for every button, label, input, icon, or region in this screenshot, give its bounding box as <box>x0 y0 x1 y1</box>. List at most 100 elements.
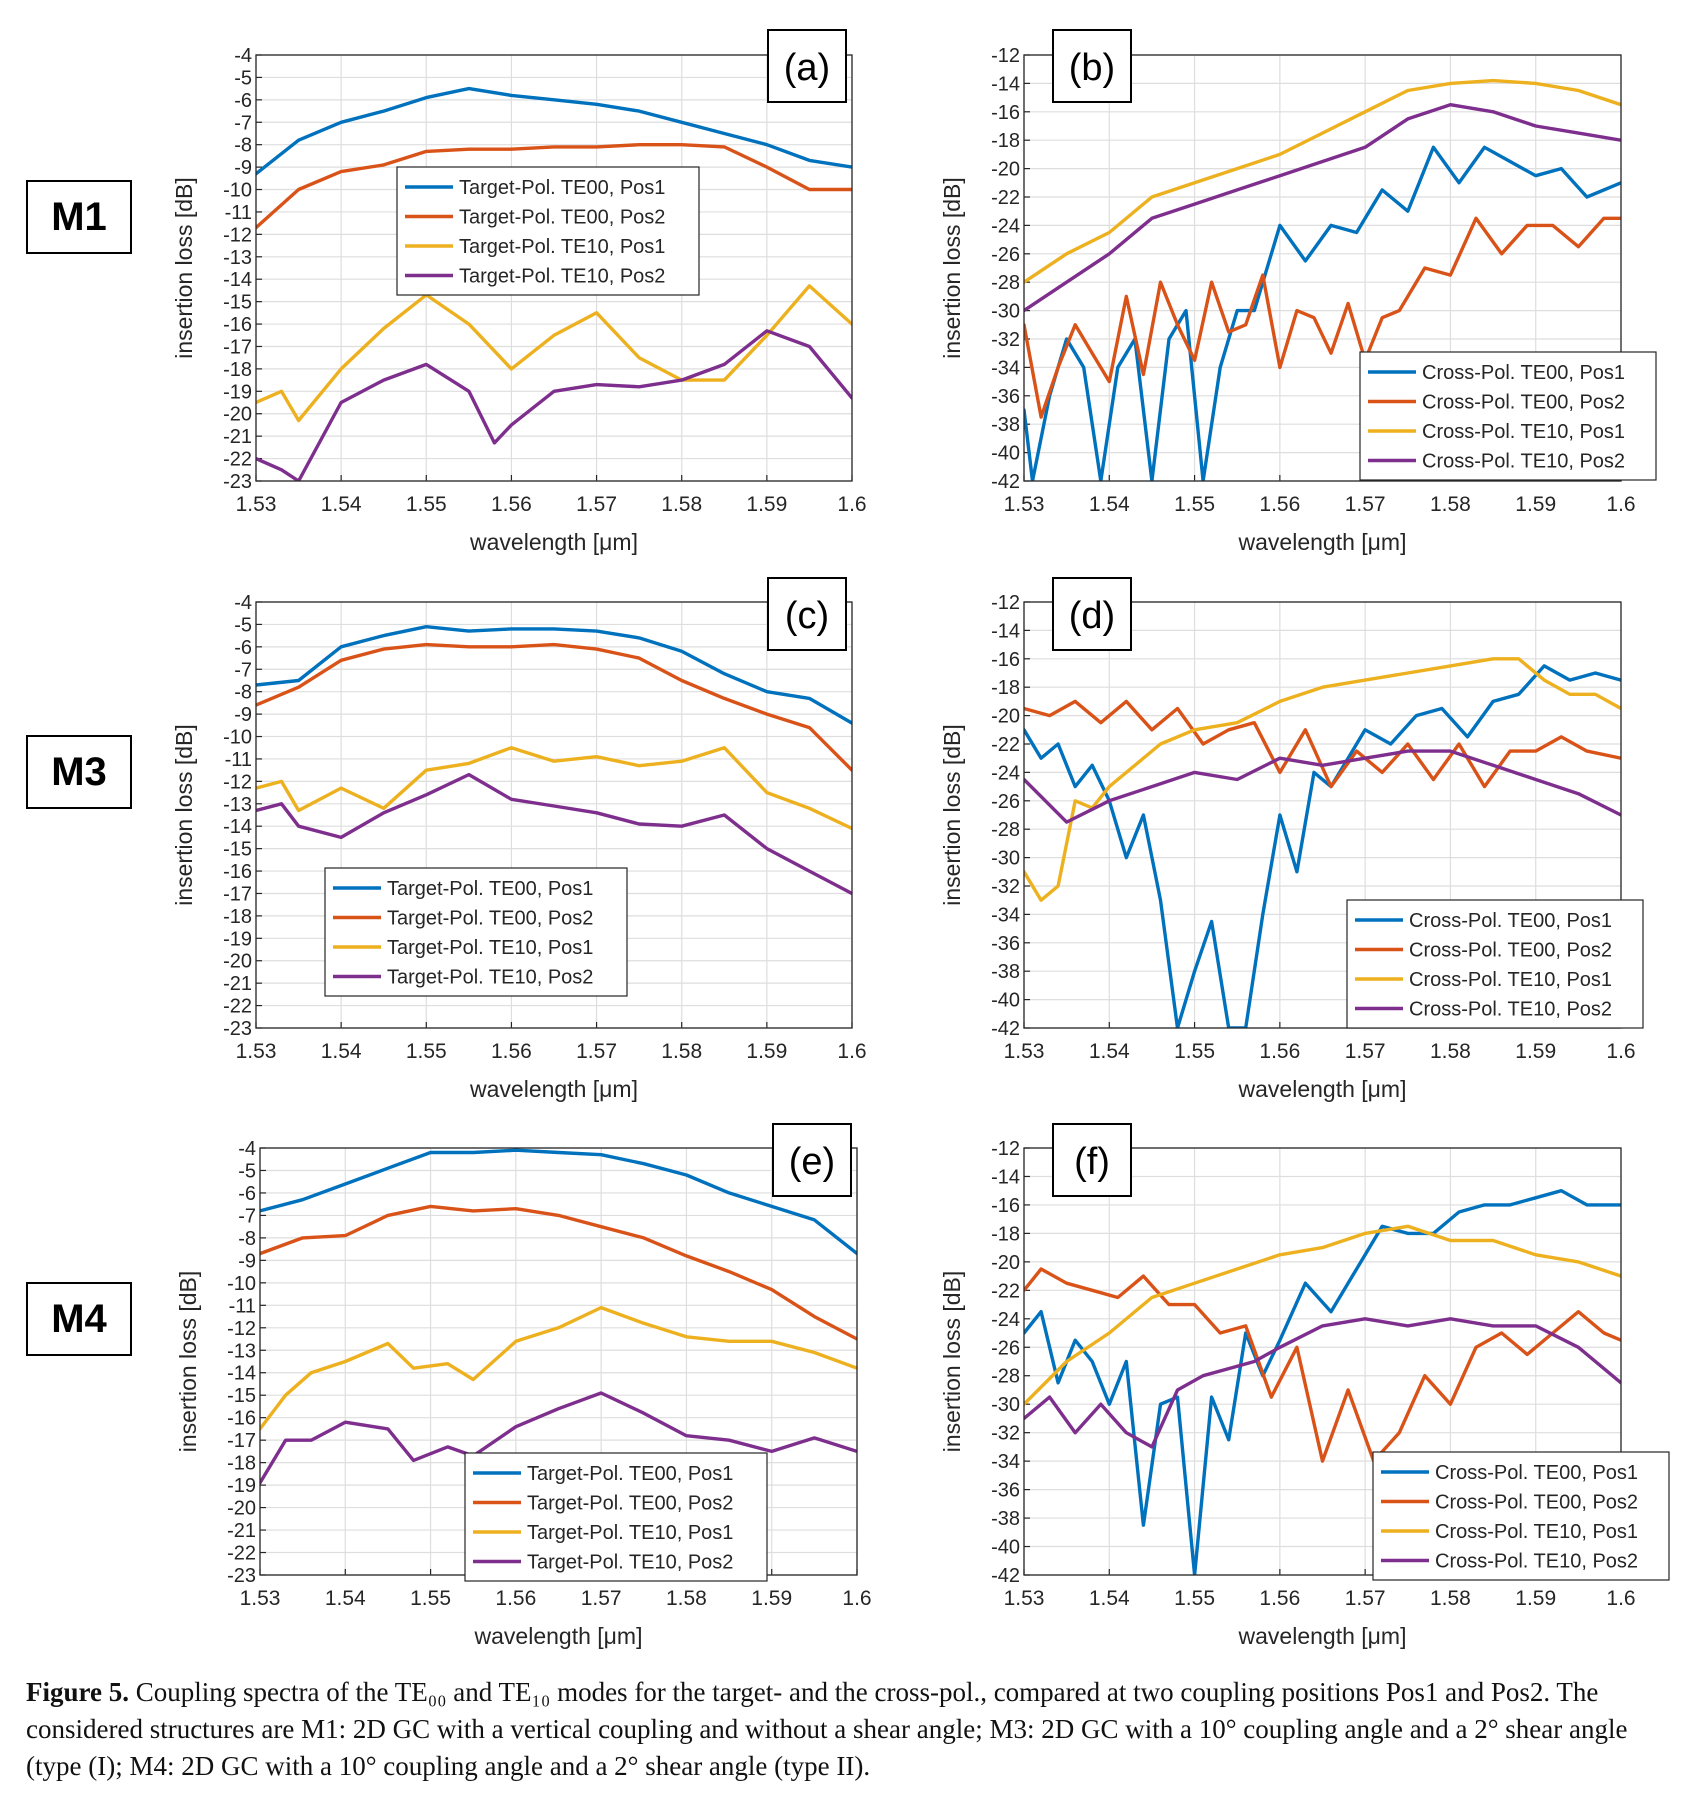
y-tick-label: -20 <box>223 404 252 426</box>
y-tick-label: -16 <box>227 1408 256 1430</box>
y-tick-label: -19 <box>227 1475 256 1497</box>
series-line-cross-pol-te00-pos2 <box>1024 699 1621 789</box>
legend: Cross-Pol. TE00, Pos1 Cross-Pol. TE00, Po… <box>1359 351 1657 481</box>
y-tick-label: -15 <box>227 1385 256 1407</box>
y-tick-label: -4 <box>238 1138 256 1160</box>
y-tick-label: -32 <box>991 1423 1020 1445</box>
legend-entry: Target-Pol. TE00, Pos1 <box>459 177 665 199</box>
y-tick-label: -16 <box>223 861 252 883</box>
legend-entry: Target-Pol. TE00, Pos2 <box>387 908 593 930</box>
x-tick-label: 1.57 <box>576 493 617 516</box>
y-tick-label: -15 <box>223 292 252 314</box>
legend-entry: Cross-Pol. TE10, Pos2 <box>1422 451 1625 473</box>
legend-entry: Cross-Pol. TE10, Pos1 <box>1435 1521 1638 1543</box>
x-axis-label: wavelength [μm] <box>1238 529 1407 555</box>
panel-label: (c) <box>785 595 829 637</box>
x-tick-label: 1.53 <box>240 1587 281 1610</box>
legend-entry: Cross-Pol. TE00, Pos2 <box>1435 1492 1638 1514</box>
y-tick-label: -18 <box>991 130 1020 152</box>
y-tick-label: -12 <box>227 1318 256 1340</box>
x-tick-label: 1.53 <box>236 1040 277 1063</box>
x-axis-label: wavelength [μm] <box>1238 1623 1407 1649</box>
y-tick-label: -42 <box>991 471 1020 493</box>
y-tick-label: -23 <box>223 1018 252 1040</box>
x-tick-label: 1.6 <box>842 1587 871 1610</box>
y-tick-label: -30 <box>991 848 1020 870</box>
series-line-target-pol-te10-pos2 <box>256 772 852 896</box>
series-line-cross-pol-te00-pos1 <box>1024 145 1621 481</box>
y-tick-label: -28 <box>991 1366 1020 1388</box>
y-tick-label: -22 <box>991 1280 1020 1302</box>
y-axis-label: insertion loss [dB] <box>939 724 965 906</box>
legend-entry: Cross-Pol. TE10, Pos1 <box>1422 421 1625 443</box>
x-tick-label: 1.55 <box>406 493 447 516</box>
x-tick-label: 1.56 <box>1259 1040 1300 1063</box>
y-tick-label: -19 <box>223 381 252 403</box>
x-tick-label: 1.58 <box>1430 493 1471 516</box>
panel-label-box <box>1052 577 1132 651</box>
y-tick-label: -34 <box>991 357 1020 379</box>
y-axis-label: insertion loss [dB] <box>171 724 197 906</box>
series-line-target-pol-te10-pos1 <box>256 284 852 423</box>
y-tick-label: -12 <box>223 224 252 246</box>
series-line-target-pol-te00-pos1 <box>256 86 852 176</box>
y-tick-label: -21 <box>223 973 252 995</box>
y-tick-label: -20 <box>223 951 252 973</box>
chart-panel-1: 1.53 1.54 1.55 1.56 1.57 1.58 1.59 1.6 -12 -14 -16… <box>939 29 1657 555</box>
y-tick-label: -6 <box>234 90 252 112</box>
x-tick-label: 1.58 <box>666 1587 707 1610</box>
legend-entry: Target-Pol. TE00, Pos2 <box>459 207 665 229</box>
y-tick-label: -10 <box>223 727 252 749</box>
panel-label-box <box>772 1123 852 1197</box>
y-tick-label: -34 <box>991 1451 1020 1473</box>
y-tick-label: -38 <box>991 414 1020 436</box>
y-tick-label: -12 <box>223 771 252 793</box>
x-tick-label: 1.57 <box>1345 493 1386 516</box>
y-tick-label: -17 <box>223 883 252 905</box>
y-tick-label: -9 <box>234 157 252 179</box>
y-tick-label: -24 <box>991 1309 1020 1331</box>
row-label-m4: M4 <box>26 1282 132 1356</box>
y-tick-label: -23 <box>223 471 252 493</box>
y-tick-label: -22 <box>223 996 252 1018</box>
y-tick-label: -11 <box>225 202 252 224</box>
x-tick-label: 1.6 <box>837 493 866 516</box>
y-tick-label: -21 <box>227 1520 256 1542</box>
y-tick-label: -42 <box>991 1565 1020 1587</box>
axes-box <box>1023 54 1622 482</box>
x-tick-label: 1.54 <box>1089 1587 1130 1610</box>
x-tick-label: 1.54 <box>325 1587 366 1610</box>
legend-entry: Target-Pol. TE00, Pos1 <box>387 878 593 900</box>
legend-entry: Target-Pol. TE00, Pos2 <box>527 1493 733 1515</box>
panel-label-box <box>767 577 847 651</box>
y-tick-label: -28 <box>991 819 1020 841</box>
legend-entry: Cross-Pol. TE00, Pos1 <box>1422 362 1625 384</box>
legend-entry: Cross-Pol. TE00, Pos2 <box>1409 940 1612 962</box>
axes-box <box>1023 601 1622 1029</box>
x-tick-label: 1.6 <box>1606 1587 1635 1610</box>
y-tick-label: -24 <box>991 762 1020 784</box>
y-tick-label: -10 <box>227 1273 256 1295</box>
x-tick-label: 1.56 <box>1259 493 1300 516</box>
series-line-target-pol-te00-pos2 <box>260 1204 857 1341</box>
y-tick-label: -21 <box>223 426 252 448</box>
legend-entry: Cross-Pol. TE00, Pos1 <box>1435 1462 1638 1484</box>
figure-canvas: 1.53 1.54 1.55 1.56 1.57 1.58 1.59 1.6-4-5-6-7-… <box>171 29 1670 1649</box>
y-tick-label: -22 <box>223 449 252 471</box>
panel-label-box <box>1052 1123 1132 1197</box>
chart-panel-2: 1.53 1.54 1.55 1.56 1.57 1.58 1.59 1.6-4-5-6-7-… <box>171 577 867 1102</box>
y-tick-label: -20 <box>991 159 1020 181</box>
legend-entry: Cross-Pol. TE00, Pos1 <box>1409 910 1612 932</box>
y-tick-label: -30 <box>991 1394 1020 1416</box>
series-line-target-pol-te00-pos2 <box>256 642 852 772</box>
x-axis-label: wavelength [μm] <box>1238 1076 1407 1102</box>
y-tick-label: -22 <box>991 187 1020 209</box>
y-tick-label: -32 <box>991 876 1020 898</box>
y-tick-label: -36 <box>991 933 1020 955</box>
legend-entry: Target-Pol. TE10, Pos2 <box>459 266 665 288</box>
legend-entry: Target-Pol. TE10, Pos2 <box>387 967 593 989</box>
x-tick-label: 1.55 <box>410 1587 451 1610</box>
y-tick-label: -18 <box>223 359 252 381</box>
y-tick-label: -38 <box>991 1508 1020 1530</box>
y-tick-label: -17 <box>223 336 252 358</box>
